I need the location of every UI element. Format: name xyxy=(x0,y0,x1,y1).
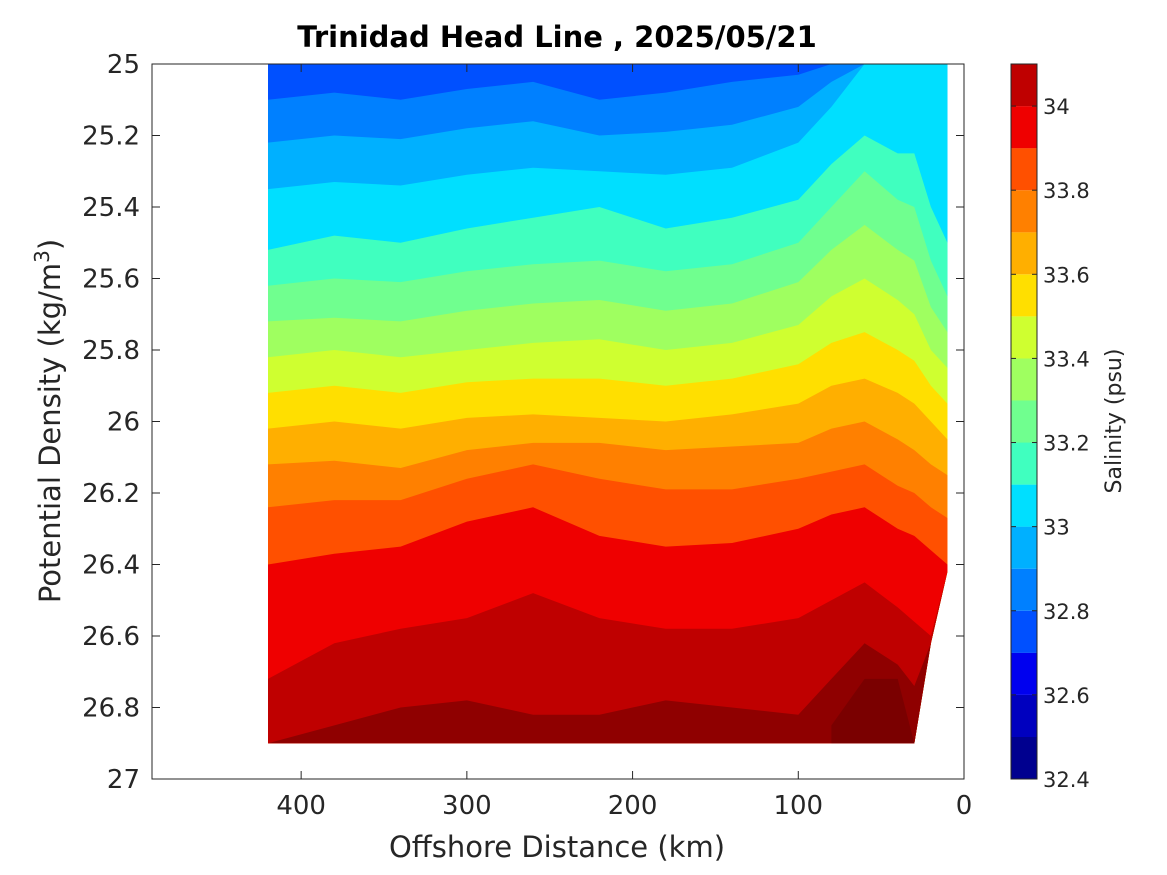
chart-title: Trinidad Head Line , 2025/05/21 xyxy=(297,20,817,54)
colorbar-swatch xyxy=(1011,400,1037,443)
y-tick-label: 26 xyxy=(107,408,140,438)
x-tick-label: 300 xyxy=(442,791,492,821)
colorbar-tick-label: 33.8 xyxy=(1043,179,1090,203)
x-tick-label: 0 xyxy=(956,791,973,821)
colorbar-swatch xyxy=(1011,610,1037,653)
colorbar-swatch xyxy=(1011,526,1037,569)
x-axis-ticks: 400 300 200 100 0 xyxy=(276,64,972,821)
y-tick-label: 26.2 xyxy=(82,479,140,509)
contour-fill-max-core xyxy=(831,678,915,744)
colorbar-tick-label: 33.2 xyxy=(1043,432,1090,456)
colorbar-ticks: 32.4 32.6 32.8 33 33.2 33.4 33.6 33.8 34 xyxy=(1011,95,1090,792)
salinity-contour-fills xyxy=(268,64,948,744)
colorbar-tick-label: 32.6 xyxy=(1043,684,1090,708)
contour-fill-34.0 xyxy=(268,571,948,744)
colorbar-swatch xyxy=(1011,64,1037,107)
colorbar-swatch xyxy=(1011,232,1037,275)
colorbar: 32.4 32.6 32.8 33 33.2 33.4 33.6 33.8 34 Salinit… xyxy=(1010,63,1127,792)
y-axis-label-close: ) xyxy=(33,239,67,250)
y-axis-label-superscript: 3 xyxy=(30,250,54,263)
y-axis-ticks: 25 25.2 25.4 25.6 25.8 26 26.2 26.4 26.6 26.8 27 xyxy=(82,50,964,795)
colorbar-tick-label: 33.4 xyxy=(1043,347,1090,371)
colorbar-label: Salinity (psu) xyxy=(1102,349,1127,494)
y-axis-label-main: Potential Density (kg/m xyxy=(33,263,67,603)
colorbar-swatch xyxy=(1011,652,1037,695)
colorbar-swatch xyxy=(1011,358,1037,401)
colorbar-tick-label: 32.4 xyxy=(1043,768,1090,792)
x-tick-label: 100 xyxy=(773,791,823,821)
colorbar-swatch xyxy=(1011,190,1037,233)
colorbar-frame xyxy=(1010,63,1038,780)
y-tick-label: 25.8 xyxy=(82,336,140,366)
y-axis-label: Potential Density (kg/m3) xyxy=(30,239,67,603)
colorbar-swatch xyxy=(1011,148,1037,191)
colorbar-swatch xyxy=(1011,316,1037,359)
y-tick-label: 25 xyxy=(107,50,140,80)
colorbar-tick-label: 33 xyxy=(1043,516,1070,540)
y-tick-label: 26.8 xyxy=(82,694,140,724)
x-axis-label: Offshore Distance (km) xyxy=(389,830,725,864)
contour-plot-area: 400 300 200 100 0 25 25.2 25.4 25.6 25.8 26 26.2 26… xyxy=(82,50,972,821)
colorbar-tick-label: 34 xyxy=(1043,95,1070,119)
colorbar-swatch xyxy=(1011,274,1037,317)
colorbar-tick-label: 32.8 xyxy=(1043,600,1090,624)
colorbar-swatch xyxy=(1011,736,1037,779)
x-tick-label: 400 xyxy=(276,791,326,821)
colorbar-swatch xyxy=(1011,568,1037,611)
colorbar-tick-label: 33.6 xyxy=(1043,263,1090,287)
colorbar-swatch xyxy=(1011,694,1037,737)
colorbar-swatches xyxy=(1011,64,1037,779)
x-tick-label: 200 xyxy=(608,791,658,821)
y-tick-label: 25.2 xyxy=(82,122,140,152)
y-tick-label: 26.6 xyxy=(82,622,140,652)
y-tick-label: 25.6 xyxy=(82,265,140,295)
colorbar-swatch xyxy=(1011,106,1037,149)
colorbar-swatch xyxy=(1011,442,1037,485)
colorbar-swatch xyxy=(1011,484,1037,527)
y-tick-label: 27 xyxy=(107,765,140,795)
y-tick-label: 25.4 xyxy=(82,193,140,223)
y-tick-label: 26.4 xyxy=(82,551,140,581)
